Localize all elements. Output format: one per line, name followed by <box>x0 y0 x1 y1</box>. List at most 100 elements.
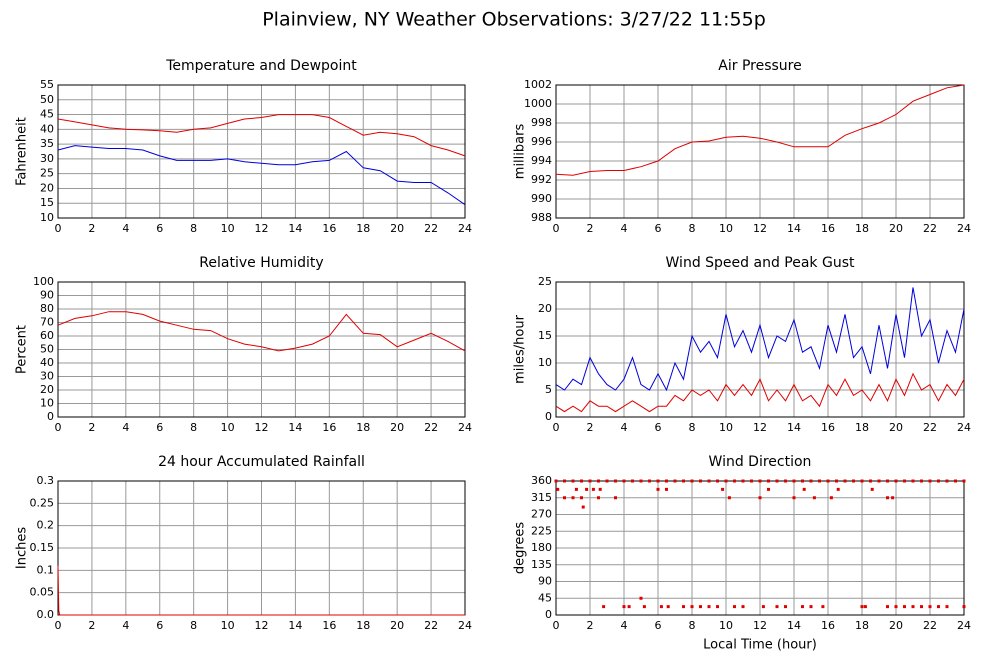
data-point <box>937 479 940 483</box>
data-point <box>852 479 855 483</box>
data-point <box>886 479 889 483</box>
data-point <box>639 596 643 600</box>
x-tick-label: 12 <box>255 222 269 235</box>
chart-title: 24 hour Accumulated Rainfall <box>158 454 365 470</box>
x-tick-label: 24 <box>458 619 472 632</box>
y-tick-label: 994 <box>531 154 552 167</box>
x-tick-label: 14 <box>288 421 302 434</box>
y-tick-label: 1000 <box>524 97 552 110</box>
x-tick-label: 16 <box>821 222 835 235</box>
x-tick-label: 14 <box>787 619 801 632</box>
y-tick-label: 45 <box>40 108 54 121</box>
data-line <box>57 114 466 157</box>
x-tick-label: 18 <box>855 222 869 235</box>
x-tick-label: 16 <box>821 619 835 632</box>
data-point <box>571 496 575 500</box>
data-point <box>741 605 745 609</box>
data-line <box>555 84 965 176</box>
x-tick-label: 2 <box>88 619 95 632</box>
data-point <box>656 487 660 491</box>
data-point <box>818 479 821 483</box>
data-point <box>716 479 719 483</box>
data-point <box>928 479 932 483</box>
x-tick-label: 10 <box>221 421 235 434</box>
x-tick-label: 6 <box>156 619 163 632</box>
x-tick-label: 4 <box>621 619 628 632</box>
data-line <box>57 565 465 616</box>
x-tick-label: 8 <box>689 222 696 235</box>
y-tick-label: 80 <box>40 302 54 315</box>
data-point <box>801 605 804 609</box>
data-point <box>554 479 558 483</box>
data-point <box>928 605 932 609</box>
x-tick-label: 12 <box>255 619 269 632</box>
data-point <box>937 605 940 609</box>
data-point <box>894 479 898 483</box>
data-point <box>581 505 585 509</box>
data-point <box>860 605 864 609</box>
x-tick-label: 12 <box>255 421 269 434</box>
data-point <box>894 605 898 609</box>
x-tick-label: 24 <box>957 619 971 632</box>
y-tick-label: 270 <box>531 508 552 521</box>
y-tick-label: 1002 <box>524 78 552 91</box>
data-point <box>602 605 606 609</box>
x-tick-label: 10 <box>719 421 733 434</box>
y-tick-label: 50 <box>40 343 54 356</box>
data-point <box>642 605 646 609</box>
data-point <box>622 605 626 609</box>
plot-frame <box>555 281 965 418</box>
x-tick-label: 0 <box>55 222 62 235</box>
y-tick-label: 40 <box>40 122 54 135</box>
x-tick-label: 12 <box>753 421 767 434</box>
x-tick-label: 20 <box>390 222 404 235</box>
data-point <box>920 479 923 483</box>
data-point <box>699 605 702 609</box>
x-tick-label: 22 <box>923 222 937 235</box>
y-tick-label: 20 <box>40 181 54 194</box>
data-point <box>835 479 838 483</box>
x-tick-label: 2 <box>587 222 594 235</box>
chart-title: Air Pressure <box>718 58 801 74</box>
y-tick-label: 15 <box>40 196 54 209</box>
data-point <box>775 479 779 483</box>
data-point <box>724 479 728 483</box>
y-tick-label: 55 <box>40 78 54 91</box>
x-tick-label: 14 <box>288 619 302 632</box>
y-tick-label: 90 <box>538 575 552 588</box>
data-point <box>920 605 923 609</box>
y-tick-label: 10 <box>40 397 54 410</box>
y-tick-label: 20 <box>538 302 552 315</box>
x-tick-label: 16 <box>322 222 336 235</box>
x-tick-label: 22 <box>424 222 438 235</box>
y-axis-label: Fahrenheit <box>15 117 30 186</box>
x-tick-label: 2 <box>88 222 95 235</box>
x-tick-label: 20 <box>889 222 903 235</box>
x-tick-label: 4 <box>621 222 628 235</box>
y-tick-label: 990 <box>531 192 552 205</box>
data-point <box>945 605 949 609</box>
data-point <box>750 479 753 483</box>
data-point <box>945 479 949 483</box>
x-tick-label: 8 <box>190 222 197 235</box>
y-tick-label: 0 <box>47 410 54 423</box>
x-tick-label: 2 <box>587 619 594 632</box>
data-point <box>802 487 806 491</box>
x-tick-label: 16 <box>322 421 336 434</box>
data-point <box>665 479 668 483</box>
x-tick-label: 18 <box>356 222 370 235</box>
data-point <box>682 605 685 609</box>
y-axis-label: millibars <box>513 124 528 180</box>
x-tick-label: 22 <box>923 619 937 632</box>
x-tick-label: 6 <box>655 619 662 632</box>
data-line <box>57 145 466 206</box>
x-tick-label: 14 <box>288 222 302 235</box>
y-tick-label: 0 <box>545 410 552 423</box>
y-tick-label: 992 <box>531 173 552 186</box>
data-point <box>741 479 745 483</box>
data-point <box>588 479 592 483</box>
plot-frame <box>555 84 965 219</box>
data-point <box>733 605 736 609</box>
y-tick-label: 0.2 <box>37 519 55 532</box>
